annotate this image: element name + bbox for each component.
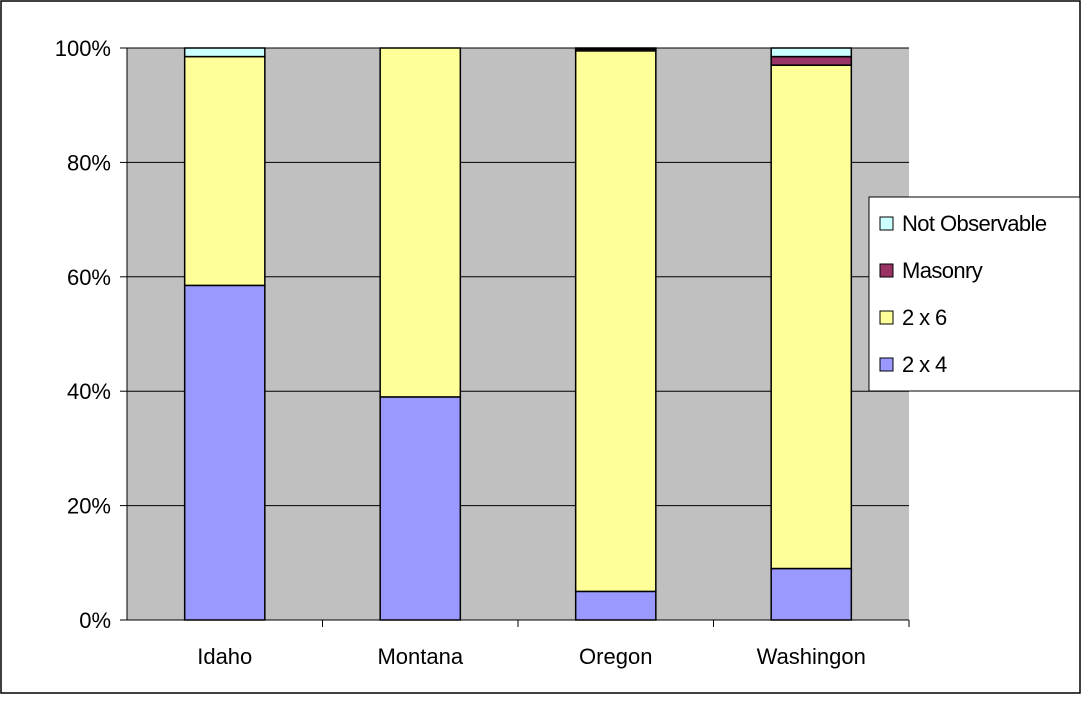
y-tick-label: 100% bbox=[55, 36, 111, 61]
legend-swatch bbox=[879, 357, 894, 372]
legend-label: Masonry bbox=[902, 258, 983, 283]
legend-swatch bbox=[879, 216, 894, 231]
bar-segment bbox=[183, 47, 266, 58]
legend-label: Not Observable bbox=[902, 211, 1047, 236]
legend-box bbox=[868, 196, 1081, 392]
bars bbox=[183, 47, 853, 621]
bar-segment bbox=[574, 47, 657, 50]
legend-label: 2 x 4 bbox=[902, 352, 947, 377]
x-tick-label: Montana bbox=[377, 644, 463, 669]
bar-segment bbox=[770, 64, 853, 570]
legend: Not Observable Masonry 2 x 6 2 x 4 bbox=[868, 196, 1081, 392]
bar-segment bbox=[574, 590, 657, 621]
bar-segment bbox=[379, 396, 462, 621]
bar-segment bbox=[183, 55, 266, 287]
x-tick-label: Idaho bbox=[197, 644, 252, 669]
y-tick-label: 40% bbox=[67, 379, 111, 404]
x-tick-label: Washingon bbox=[757, 644, 866, 669]
y-tick-label: 60% bbox=[67, 265, 111, 290]
x-tick-label: Oregon bbox=[579, 644, 652, 669]
bar-segment bbox=[379, 47, 462, 398]
bar-segment bbox=[574, 50, 657, 593]
y-tick-label: 20% bbox=[67, 494, 111, 519]
bar-segment bbox=[770, 567, 853, 621]
y-tick-label: 80% bbox=[67, 150, 111, 175]
axes: 0% 20% 40% 60% 80% 100% Idaho Montana Oregon Wash… bbox=[55, 36, 910, 669]
bar-segment bbox=[770, 55, 853, 66]
bar-segment bbox=[183, 284, 266, 621]
legend-swatch bbox=[879, 310, 894, 325]
bar-segment bbox=[770, 47, 853, 58]
legend-label: 2 x 6 bbox=[902, 305, 947, 330]
legend-swatch bbox=[879, 263, 894, 278]
y-tick-label: 0% bbox=[79, 608, 111, 633]
